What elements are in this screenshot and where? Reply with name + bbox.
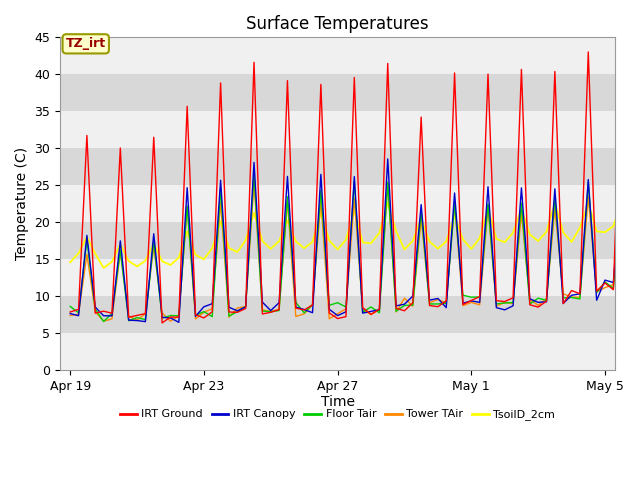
Legend: IRT Ground, IRT Canopy, Floor Tair, Tower TAir, TsoilD_2cm: IRT Ground, IRT Canopy, Floor Tair, Towe… [116,405,559,425]
Bar [60,111,615,148]
Title: Surface Temperatures: Surface Temperatures [246,15,429,33]
Text: TZ_irt: TZ_irt [66,37,106,50]
Bar [60,259,615,297]
Bar [60,185,615,222]
Y-axis label: Temperature (C): Temperature (C) [15,147,29,261]
Bar [60,334,615,371]
X-axis label: Time: Time [321,395,355,408]
Bar [60,37,615,74]
